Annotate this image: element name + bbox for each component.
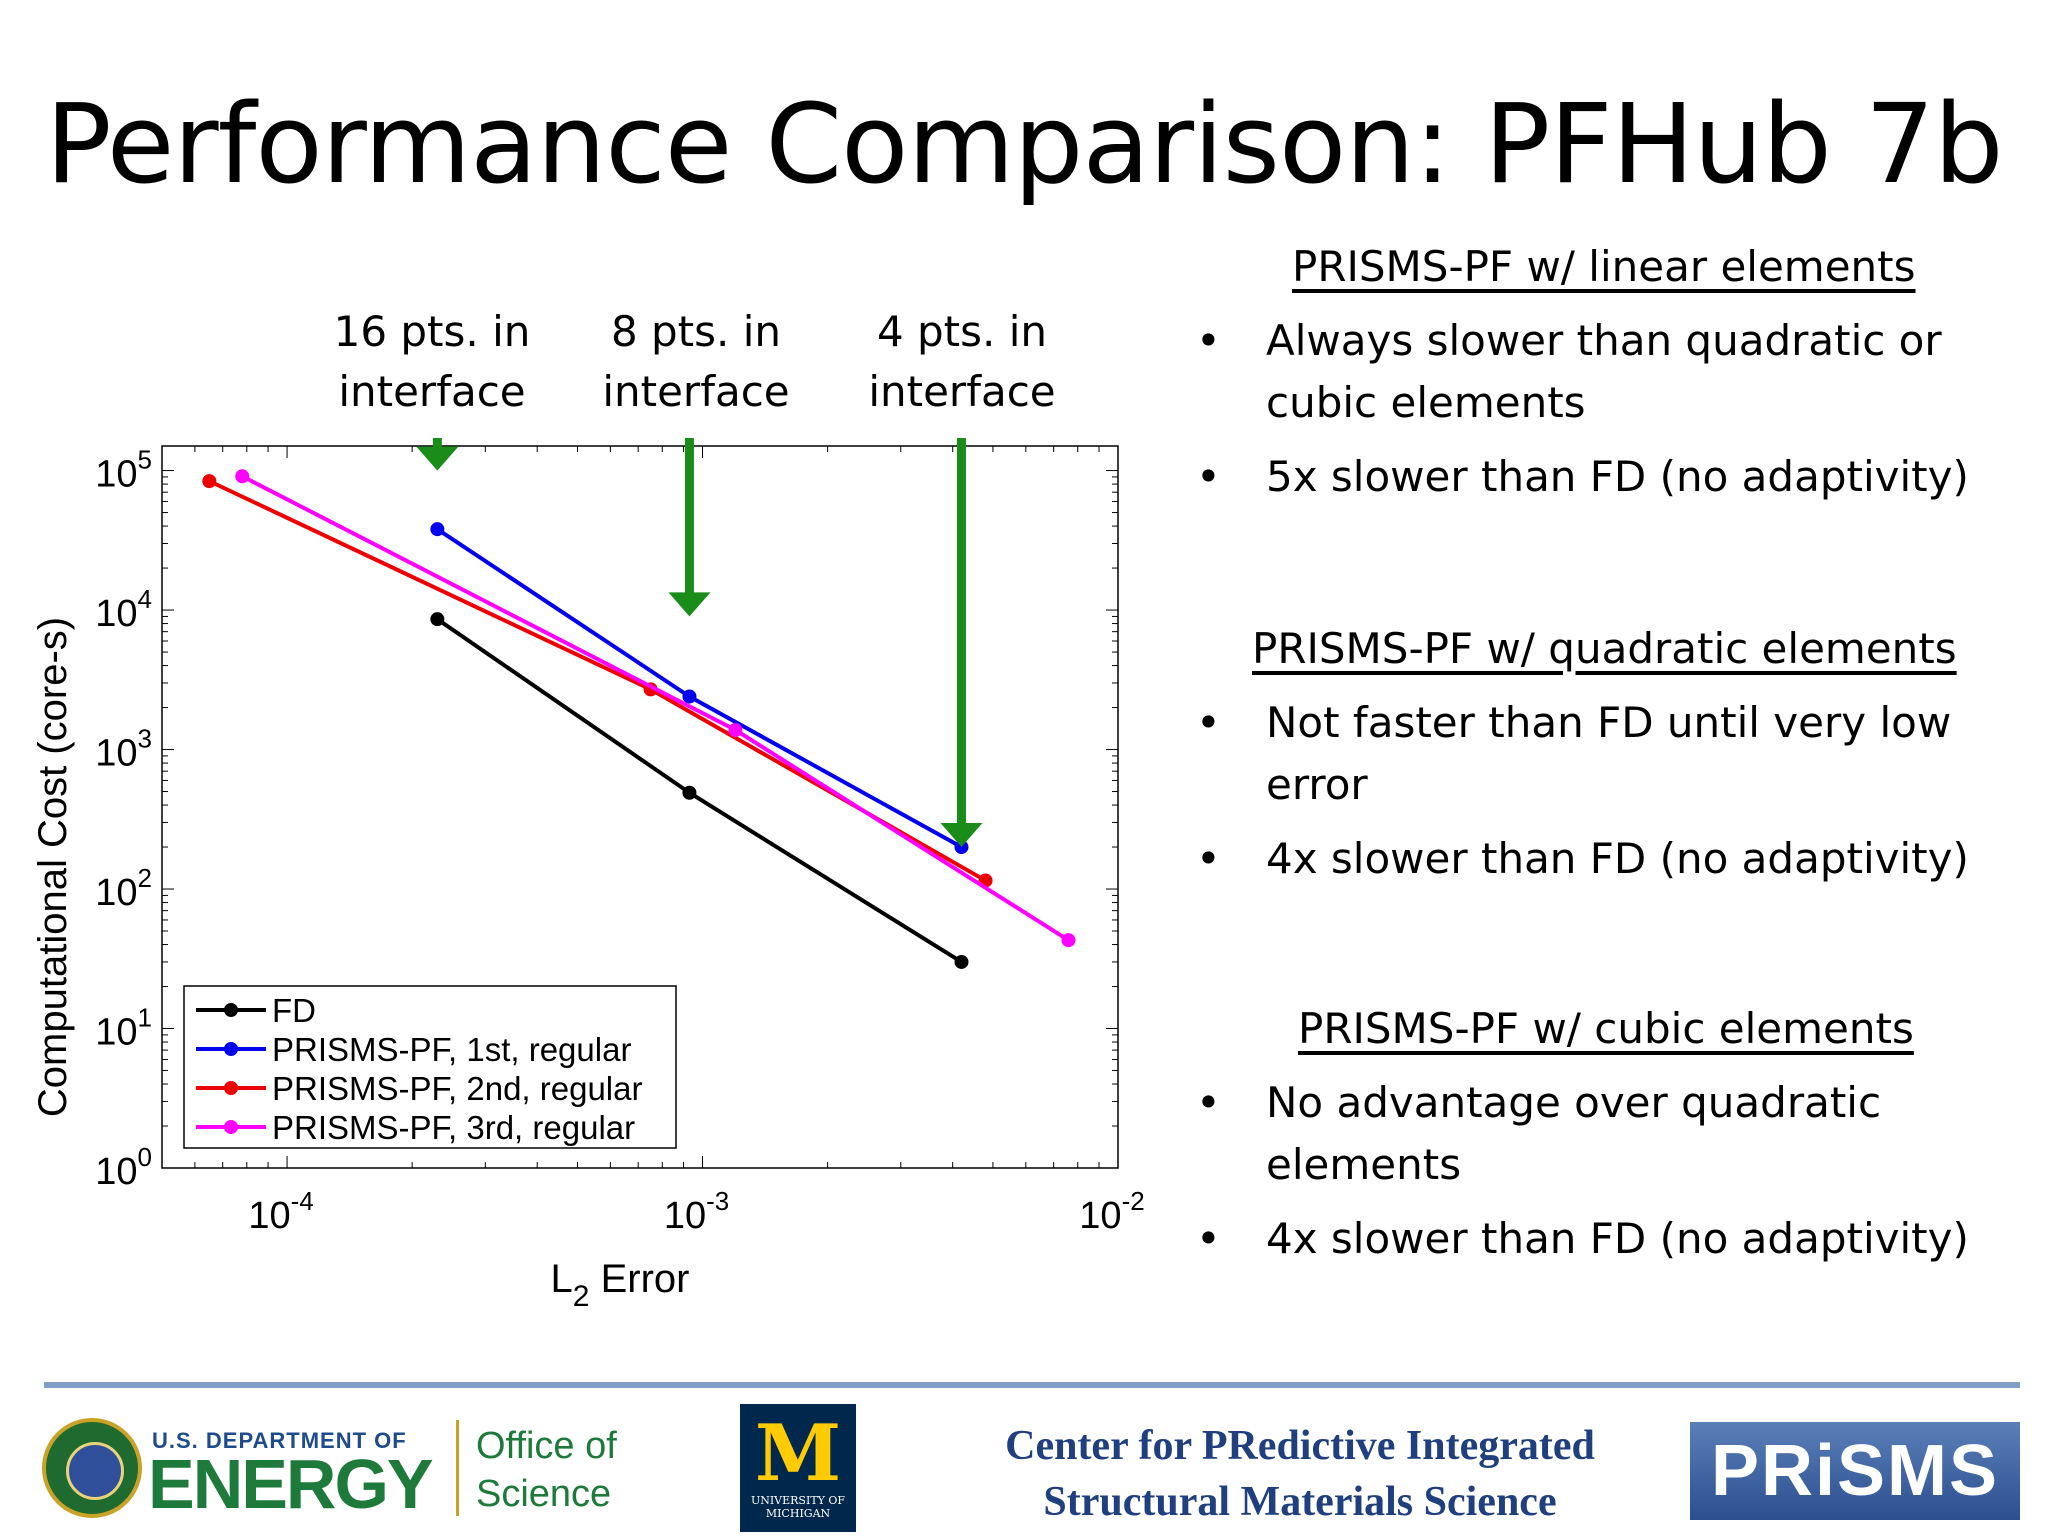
doe-divider bbox=[456, 1420, 459, 1516]
center-name: Center for PRedictive Integrated Structu… bbox=[900, 1418, 1700, 1530]
prisms-logo-text: PRiSMS bbox=[1710, 1431, 2000, 1511]
bullet-cubic-2: • 4x slower than FD (no adaptivity) bbox=[1196, 1208, 1969, 1270]
prisms-logo: PRiSMS bbox=[1690, 1422, 2020, 1520]
bullet-line1: Not faster than FD until very low bbox=[1266, 698, 1952, 747]
data-point bbox=[430, 522, 445, 537]
x-tick-label: 10-2 bbox=[1079, 1186, 1144, 1237]
bullet-linear-2: • 5x slower than FD (no adaptivity) bbox=[1196, 446, 1969, 508]
legend-label: PRISMS-PF, 2nd, regular bbox=[272, 1070, 642, 1107]
data-point bbox=[728, 723, 743, 738]
section-heading-cubic: PRISMS-PF w/ cubic elements bbox=[1298, 1004, 1914, 1053]
legend-label: PRISMS-PF, 3rd, regular bbox=[272, 1109, 635, 1146]
bullet-line1: 4x slower than FD (no adaptivity) bbox=[1266, 1214, 1969, 1263]
bullet-dot: • bbox=[1196, 316, 1221, 365]
center-line2: Structural Materials Science bbox=[1043, 1479, 1557, 1525]
arrow-label-8pts: 8 pts. in interface bbox=[566, 302, 826, 422]
umich-wordmark: UNIVERSITY OF MICHIGAN bbox=[740, 1494, 856, 1520]
legend-box bbox=[183, 985, 677, 1149]
bullet-line2: error bbox=[1266, 760, 1368, 809]
arrow-label-line2: interface bbox=[868, 367, 1056, 416]
bullet-linear-1: • Always slower than quadratic or cubic … bbox=[1196, 310, 1942, 434]
footer-divider bbox=[44, 1382, 2020, 1388]
bullet-line2: elements bbox=[1266, 1140, 1462, 1189]
umich-logo: M UNIVERSITY OF MICHIGAN bbox=[740, 1404, 856, 1532]
doe-seal-icon bbox=[42, 1418, 142, 1518]
legend-marker bbox=[224, 1042, 238, 1056]
data-point bbox=[430, 612, 445, 627]
loglog-chart: 10-4 10-3 10-2 100 101 102 103 104 105 L2 Error Co… bbox=[31, 438, 1145, 1313]
umich-line1: UNIVERSITY OF bbox=[750, 1494, 846, 1507]
arrow-label-line2: interface bbox=[602, 367, 790, 416]
data-point bbox=[682, 689, 697, 704]
y-tick-label: 101 bbox=[95, 1003, 152, 1054]
y-tick-label: 105 bbox=[95, 445, 152, 496]
slide-title: Performance Comparison: PFHub 7b bbox=[45, 80, 2003, 208]
data-point bbox=[954, 954, 969, 969]
green-arrow-head bbox=[416, 446, 459, 471]
y-axis-label: Computational Cost (core-s) bbox=[31, 617, 75, 1117]
y-tick-label: 102 bbox=[95, 863, 152, 914]
center-line1: Center for PRedictive Integrated bbox=[1005, 1423, 1595, 1469]
arrow-label-line1: 8 pts. in bbox=[610, 307, 782, 356]
office-line2: Science bbox=[476, 1473, 612, 1515]
bullet-quadratic-1: • Not faster than FD until very low erro… bbox=[1196, 692, 1952, 816]
y-tick-label: 103 bbox=[95, 724, 152, 775]
bullet-line2: cubic elements bbox=[1266, 378, 1586, 427]
green-arrow-head bbox=[668, 592, 711, 617]
x-axis-label: L2 Error bbox=[551, 1257, 690, 1313]
arrow-label-16pts: 16 pts. in interface bbox=[302, 302, 562, 422]
bullet-dot: • bbox=[1196, 834, 1221, 883]
umich-block-m-icon: M bbox=[754, 1408, 842, 1499]
bullet-quadratic-2: • 4x slower than FD (no adaptivity) bbox=[1196, 828, 1969, 890]
section-heading-quadratic: PRISMS-PF w/ quadratic elements bbox=[1252, 624, 1957, 673]
legend-marker bbox=[224, 1081, 238, 1095]
bullet-line1: 5x slower than FD (no adaptivity) bbox=[1266, 452, 1969, 501]
bullet-dot: • bbox=[1196, 1078, 1221, 1127]
x-tick-label: 10-3 bbox=[664, 1186, 729, 1237]
legend-label: FD bbox=[272, 992, 316, 1029]
data-point bbox=[202, 474, 217, 489]
arrow-label-4pts: 4 pts. in interface bbox=[832, 302, 1092, 422]
green-arrow-head bbox=[940, 823, 983, 848]
section-heading-linear: PRISMS-PF w/ linear elements bbox=[1292, 242, 1916, 291]
arrow-label-line1: 16 pts. in bbox=[333, 307, 531, 356]
x-tick-label: 10-4 bbox=[248, 1186, 313, 1237]
office-line1: Office of bbox=[476, 1425, 617, 1467]
bullet-line1: Always slower than quadratic or bbox=[1266, 316, 1942, 365]
legend-label: PRISMS-PF, 1st, regular bbox=[272, 1031, 631, 1068]
umich-line2: MICHIGAN bbox=[765, 1507, 831, 1520]
bullet-line1: No advantage over quadratic bbox=[1266, 1078, 1882, 1127]
arrow-label-line2: interface bbox=[338, 367, 526, 416]
bullet-cubic-1: • No advantage over quadratic elements bbox=[1196, 1072, 1882, 1196]
y-tick-label: 100 bbox=[95, 1142, 152, 1193]
y-tick-label: 104 bbox=[95, 584, 152, 635]
legend-marker bbox=[224, 1003, 238, 1017]
bullet-dot: • bbox=[1196, 698, 1221, 747]
legend-marker bbox=[224, 1120, 238, 1134]
arrow-label-line1: 4 pts. in bbox=[876, 307, 1048, 356]
office-of-science: Office of Science bbox=[476, 1422, 617, 1518]
data-point bbox=[235, 469, 250, 484]
bullet-dot: • bbox=[1196, 452, 1221, 501]
bullet-dot: • bbox=[1196, 1214, 1221, 1263]
data-point bbox=[682, 785, 697, 800]
data-point bbox=[1061, 933, 1076, 948]
doe-logo-small-text: U.S. DEPARTMENT OF bbox=[152, 1428, 407, 1453]
doe-logo-text: ENERGY bbox=[148, 1445, 434, 1523]
bullet-line1: 4x slower than FD (no adaptivity) bbox=[1266, 834, 1969, 883]
